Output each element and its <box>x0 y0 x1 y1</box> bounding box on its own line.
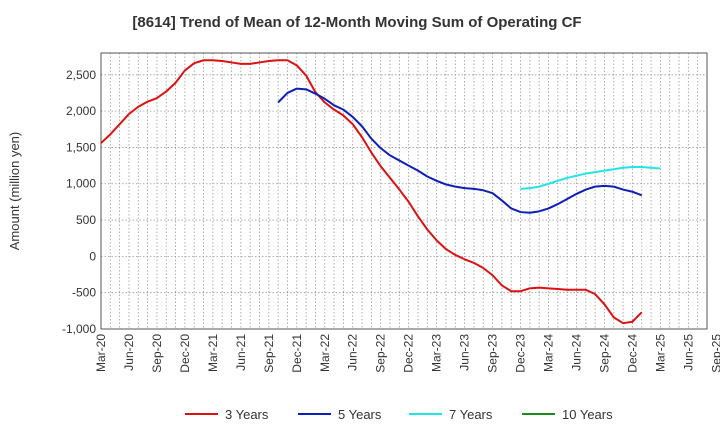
x-tick-label: Jun-22 <box>346 334 360 371</box>
y-axis-label: Amount (million yen) <box>7 132 22 251</box>
x-tick-label: Mar-22 <box>318 334 332 372</box>
x-tick-label: Dec-24 <box>625 334 639 373</box>
y-axis: -1,000 -500 0 500 1,000 1,500 2,000 2,500 <box>62 68 96 336</box>
x-tick-label: Dec-20 <box>178 334 192 373</box>
series-line-3-years <box>100 59 643 325</box>
x-tick-label: Jun-24 <box>569 334 583 371</box>
y-tick-label: 2,000 <box>66 104 96 118</box>
y-tick-label: -500 <box>72 286 96 300</box>
series-line-5-years <box>277 87 643 214</box>
x-axis: Mar-20 Jun-20 Sep-20 Dec-20 Mar-21 Jun-21 Sep-… <box>94 334 720 373</box>
x-tick-label: Jun-23 <box>458 334 472 371</box>
x-tick-label: Dec-21 <box>290 334 304 373</box>
y-tick-label: 0 <box>89 249 96 263</box>
x-tick-label: Sep-20 <box>150 334 164 373</box>
legend-label: 5 Years <box>338 407 382 422</box>
x-tick-label: Sep-24 <box>597 334 611 373</box>
chart-title: [8614] Trend of Mean of 12-Month Moving … <box>132 14 581 31</box>
x-tick-label: Mar-20 <box>94 334 108 372</box>
x-tick-label: Mar-21 <box>206 334 220 372</box>
legend-label: 3 Years <box>225 407 269 422</box>
x-tick-label: Dec-23 <box>514 334 528 373</box>
y-tick-label: 500 <box>76 213 96 227</box>
series-line-7-years <box>520 166 661 190</box>
legend-label: 7 Years <box>449 407 493 422</box>
y-tick-label: -1,000 <box>62 322 96 336</box>
x-tick-label: Mar-24 <box>542 334 556 372</box>
x-tick-label: Mar-25 <box>653 334 667 372</box>
plot-area <box>100 52 708 330</box>
y-tick-label: 1,000 <box>66 177 96 191</box>
x-tick-label: Jun-20 <box>122 334 136 371</box>
x-tick-label: Jun-21 <box>234 334 248 371</box>
y-tick-label: 1,500 <box>66 140 96 154</box>
series-group <box>100 59 661 325</box>
x-tick-label: Sep-23 <box>486 334 500 373</box>
y-tick-label: 2,500 <box>66 68 96 82</box>
x-tick-label: Sep-25 <box>709 334 720 373</box>
legend: 3 Years 5 Years 7 Years 10 Years <box>185 407 613 422</box>
x-tick-label: Dec-22 <box>402 334 416 373</box>
x-tick-label: Jun-25 <box>681 334 695 371</box>
grid <box>101 53 707 330</box>
x-tick-label: Sep-22 <box>374 334 388 373</box>
x-tick-label: Mar-23 <box>430 334 444 372</box>
x-tick-label: Sep-21 <box>262 334 276 373</box>
legend-label: 10 Years <box>562 407 613 422</box>
